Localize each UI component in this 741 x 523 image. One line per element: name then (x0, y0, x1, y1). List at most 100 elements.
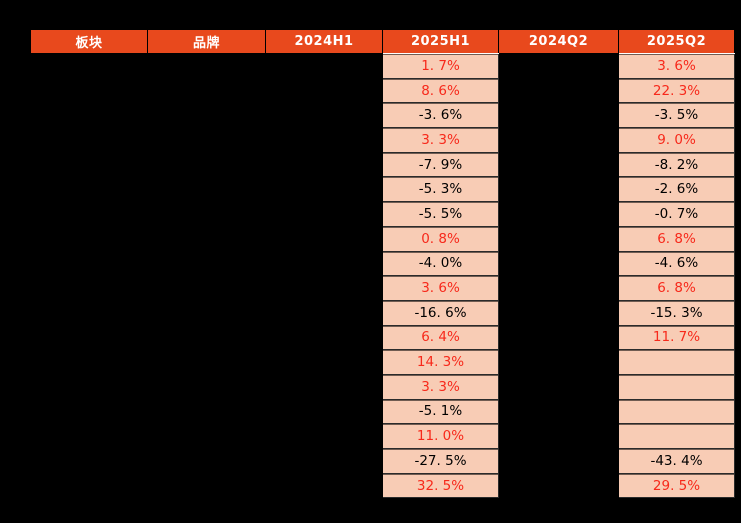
cell-h1_2024-redacted (265, 349, 383, 375)
cell-q2_2024-redacted (498, 176, 619, 203)
cell-sector-redacted (30, 225, 148, 252)
cell-brand-redacted (147, 53, 266, 79)
cell-h1_2025-value: -5. 5% (382, 201, 499, 227)
cell-brand-redacted (147, 275, 266, 301)
cell-h1_2025-value: 11. 0% (382, 423, 499, 449)
cell-h1_2024-redacted (265, 299, 383, 326)
table-row: -3. 6% -3. 5% (30, 102, 735, 129)
cell-sector-redacted (30, 176, 148, 203)
cell-h1_2025-value: -5. 3% (382, 176, 499, 203)
table-row: -5. 1% (30, 398, 735, 425)
cell-sector-redacted (30, 250, 148, 277)
cell-brand-redacted (147, 225, 266, 252)
cell-h1_2025-value: 32. 5% (382, 472, 499, 499)
cell-h1_2025-value: 0. 8% (382, 225, 499, 252)
cell-h1_2024-redacted (265, 53, 383, 79)
cell-sector-redacted (30, 349, 148, 375)
table-row: 11. 0% (30, 423, 735, 449)
cell-brand-redacted (147, 373, 266, 400)
cell-q2_2025-value: -0. 7% (618, 201, 735, 227)
cell-sector-redacted (30, 151, 148, 178)
cell-q2_2025-value: 9. 0% (618, 127, 735, 153)
cell-sector-redacted (30, 127, 148, 153)
column-header-2025q2: 2025Q2 (618, 29, 735, 54)
cell-brand-redacted (147, 201, 266, 227)
cell-h1_2024-redacted (265, 423, 383, 449)
cell-h1_2025-value: -3. 6% (382, 102, 499, 129)
cell-q2_2024-redacted (498, 53, 619, 79)
cell-h1_2024-redacted (265, 77, 383, 104)
cell-brand-redacted (147, 349, 266, 375)
table-row: 3. 3% (30, 373, 735, 400)
cell-h1_2024-redacted (265, 324, 383, 351)
cell-brand-redacted (147, 127, 266, 153)
cell-h1_2024-redacted (265, 398, 383, 425)
cell-brand-redacted (147, 324, 266, 351)
table-row: -16. 6% -15. 3% (30, 299, 735, 326)
column-header-2024h1: 2024H1 (265, 29, 383, 54)
cell-q2_2025-value: 11. 7% (618, 324, 735, 351)
cell-sector-redacted (30, 275, 148, 301)
table-body: 1. 7% 3. 6% 8. 6% 22. 3% -3. 6% -3. 5% 3. 3% 9.… (30, 53, 735, 499)
cell-h1_2024-redacted (265, 201, 383, 227)
cell-q2_2025-value: 3. 6% (618, 53, 735, 79)
cell-brand-redacted (147, 250, 266, 277)
cell-h1_2025-value: 1. 7% (382, 53, 499, 79)
table-row: 3. 6% 6. 8% (30, 275, 735, 301)
cell-q2_2025-value: 6. 8% (618, 225, 735, 252)
cell-q2_2024-redacted (498, 275, 619, 301)
cell-sector-redacted (30, 102, 148, 129)
cell-q2_2024-redacted (498, 373, 619, 400)
table-row: 14. 3% (30, 349, 735, 375)
cell-sector-redacted (30, 299, 148, 326)
cell-sector-redacted (30, 373, 148, 400)
cell-h1_2024-redacted (265, 250, 383, 277)
cell-q2_2024-redacted (498, 423, 619, 449)
cell-q2_2024-redacted (498, 151, 619, 178)
cell-q2_2025-value (618, 398, 735, 425)
cell-brand-redacted (147, 102, 266, 129)
cell-h1_2025-value: -4. 0% (382, 250, 499, 277)
table-row: 1. 7% 3. 6% (30, 53, 735, 79)
cell-h1_2025-value: 3. 6% (382, 275, 499, 301)
cell-q2_2025-value: -3. 5% (618, 102, 735, 129)
cell-sector-redacted (30, 77, 148, 104)
cell-sector-redacted (30, 398, 148, 425)
cell-h1_2024-redacted (265, 448, 383, 474)
cell-q2_2024-redacted (498, 201, 619, 227)
cell-q2_2025-value (618, 423, 735, 449)
cell-brand-redacted (147, 423, 266, 449)
cell-h1_2025-value: 6. 4% (382, 324, 499, 351)
column-header-brand: 品牌 (147, 29, 266, 54)
cell-q2_2025-value: -4. 6% (618, 250, 735, 277)
cell-q2_2024-redacted (498, 127, 619, 153)
cell-q2_2025-value: -43. 4% (618, 448, 735, 474)
table-row: -5. 5% -0. 7% (30, 201, 735, 227)
cell-q2_2024-redacted (498, 299, 619, 326)
cell-q2_2025-value (618, 349, 735, 375)
cell-h1_2025-value: -16. 6% (382, 299, 499, 326)
table-row: 32. 5% 29. 5% (30, 472, 735, 499)
cell-h1_2024-redacted (265, 472, 383, 499)
cell-h1_2024-redacted (265, 102, 383, 129)
cell-q2_2024-redacted (498, 448, 619, 474)
cell-brand-redacted (147, 472, 266, 499)
cell-h1_2025-value: 3. 3% (382, 373, 499, 400)
cell-q2_2024-redacted (498, 225, 619, 252)
column-header-sector: 板块 (30, 29, 148, 54)
cell-brand-redacted (147, 176, 266, 203)
cell-h1_2025-value: -7. 9% (382, 151, 499, 178)
cell-sector-redacted (30, 472, 148, 499)
table-row: -4. 0% -4. 6% (30, 250, 735, 277)
table-row: 0. 8% 6. 8% (30, 225, 735, 252)
cell-q2_2025-value (618, 373, 735, 400)
cell-h1_2025-value: 8. 6% (382, 77, 499, 104)
cell-q2_2025-value: -2. 6% (618, 176, 735, 203)
table-row: 6. 4% 11. 7% (30, 324, 735, 351)
cell-h1_2024-redacted (265, 151, 383, 178)
cell-q2_2024-redacted (498, 250, 619, 277)
cell-q2_2024-redacted (498, 398, 619, 425)
column-header-2025h1: 2025H1 (382, 29, 499, 54)
table-row: 3. 3% 9. 0% (30, 127, 735, 153)
